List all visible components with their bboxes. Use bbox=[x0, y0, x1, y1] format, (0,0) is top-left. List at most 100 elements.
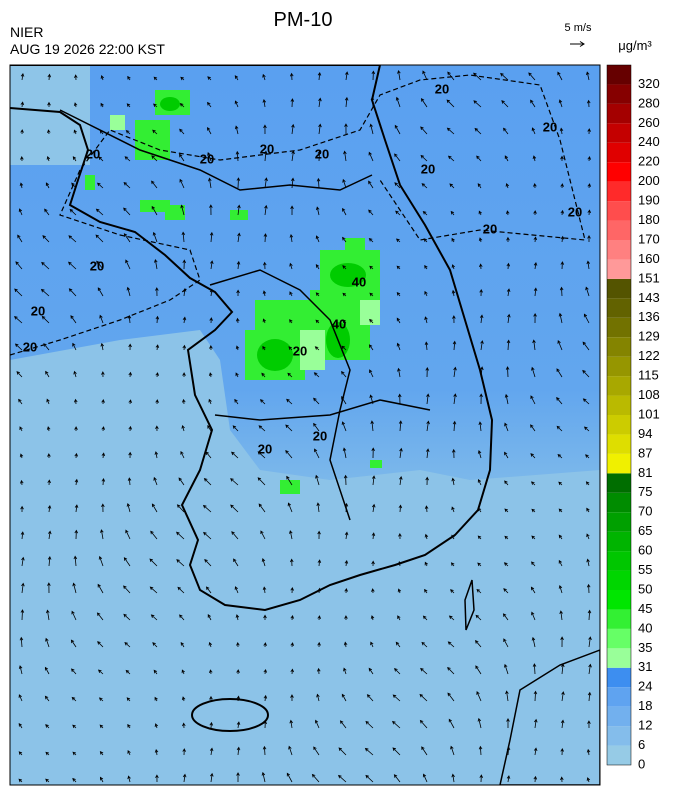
wind-arrow bbox=[368, 180, 374, 189]
wind-arrow bbox=[237, 204, 241, 216]
wind-arrow bbox=[342, 292, 347, 297]
wind-arrow bbox=[531, 127, 536, 135]
colorbar-label: 55 bbox=[638, 562, 652, 577]
wind-arrow bbox=[395, 641, 401, 648]
wind-arrow bbox=[397, 615, 401, 621]
wind-arrow bbox=[398, 420, 403, 432]
wind-arrow bbox=[506, 746, 511, 756]
wind-arrow bbox=[18, 751, 23, 756]
wind-arrow bbox=[480, 366, 484, 378]
wind-arrow bbox=[446, 127, 455, 135]
wind-arrow bbox=[15, 261, 23, 270]
colorbar-swatch bbox=[607, 434, 631, 454]
wind-arrow bbox=[153, 76, 158, 81]
wind-arrow bbox=[586, 260, 591, 270]
wind-arrow bbox=[344, 96, 349, 108]
contour-label: 20 bbox=[543, 119, 557, 134]
wind-arrow bbox=[315, 319, 320, 324]
map-frame bbox=[9, 64, 601, 786]
wind-arrow bbox=[583, 426, 590, 432]
wind-arrow bbox=[205, 451, 212, 459]
wind-arrow bbox=[208, 398, 212, 405]
wind-arrow bbox=[126, 502, 131, 513]
wind-arrow bbox=[528, 72, 536, 81]
colorbar-swatch bbox=[607, 162, 631, 182]
wind-arrow bbox=[426, 393, 430, 405]
wind-arrow bbox=[127, 723, 131, 729]
wind-arrow bbox=[46, 426, 51, 432]
wind-arrow bbox=[101, 477, 106, 486]
wind-arrow bbox=[559, 127, 564, 135]
colorbar-swatch bbox=[607, 745, 631, 765]
wind-arrow bbox=[182, 287, 187, 297]
wind-arrow bbox=[286, 398, 293, 405]
wind-arrow bbox=[72, 342, 77, 351]
colorbar-label: 12 bbox=[638, 718, 652, 733]
wind-arrow bbox=[99, 724, 104, 729]
wind-arrow bbox=[209, 695, 213, 702]
wind-arrow bbox=[97, 669, 104, 675]
wind-arrow bbox=[182, 773, 187, 783]
colorbar-swatch bbox=[607, 337, 631, 357]
colorbar-swatch bbox=[607, 531, 631, 552]
wind-arrow bbox=[369, 394, 374, 405]
wind-arrow bbox=[46, 155, 51, 162]
wind-arrow bbox=[285, 449, 293, 459]
wind-arrow bbox=[289, 72, 294, 81]
wind-arrow bbox=[368, 667, 374, 675]
wind-arrow bbox=[364, 747, 374, 756]
wind-arrow bbox=[101, 503, 105, 513]
wind-arrow bbox=[419, 693, 428, 702]
wind-arrow bbox=[368, 344, 374, 351]
wind-arrow bbox=[236, 746, 241, 756]
wind-arrow bbox=[398, 532, 402, 540]
wind-arrow bbox=[47, 73, 52, 81]
wind-arrow bbox=[290, 586, 294, 594]
colorbar-label: 24 bbox=[638, 679, 652, 694]
colorbar-swatch bbox=[607, 84, 631, 104]
colorbar-swatch bbox=[607, 648, 631, 668]
wind-arrow bbox=[182, 722, 186, 729]
wind-arrow bbox=[533, 183, 537, 189]
wind-arrow bbox=[123, 233, 131, 243]
wind-arrow bbox=[289, 530, 293, 540]
wind-arrow bbox=[425, 366, 430, 378]
wind-arrow bbox=[98, 156, 104, 162]
wind-arrow bbox=[560, 776, 564, 783]
wind-arrow bbox=[285, 424, 293, 432]
wind-arrow bbox=[582, 398, 590, 405]
wind-arrow bbox=[449, 183, 455, 189]
colorbar-swatch bbox=[607, 376, 631, 396]
colorbar-label: 190 bbox=[638, 193, 660, 208]
wind-arrow bbox=[46, 609, 50, 621]
wind-arrow bbox=[451, 506, 455, 513]
wind-arrow bbox=[290, 205, 294, 216]
wind-arrow bbox=[479, 263, 483, 270]
wind-arrow bbox=[533, 210, 537, 216]
wind-arrow bbox=[258, 503, 266, 513]
wind-arrow bbox=[477, 535, 482, 540]
wind-arrow bbox=[477, 507, 482, 513]
colorbar-label: 260 bbox=[638, 115, 660, 130]
wind-arrow bbox=[45, 751, 50, 756]
wind-arrow bbox=[263, 614, 267, 621]
wind-arrow bbox=[446, 99, 455, 108]
wind-arrow bbox=[179, 614, 185, 621]
wind-arrow bbox=[317, 150, 322, 162]
wind-arrow bbox=[289, 233, 294, 243]
wind-arrow bbox=[426, 420, 430, 432]
wind-arrow bbox=[208, 641, 213, 648]
wind-arrow bbox=[262, 318, 267, 324]
wind-arrow bbox=[128, 371, 133, 378]
wind-arrow bbox=[557, 339, 563, 351]
contour-label: 20 bbox=[483, 221, 497, 236]
wind-arrow bbox=[260, 530, 266, 540]
wind-arrow bbox=[19, 182, 24, 189]
wind-arrow bbox=[236, 177, 241, 189]
wind-arrow bbox=[366, 694, 374, 702]
wind-arrow bbox=[586, 99, 591, 108]
wind-arrow bbox=[98, 697, 104, 702]
wind-arrow bbox=[560, 719, 565, 729]
wind-arrow bbox=[20, 72, 25, 81]
colorbar-swatch bbox=[607, 492, 631, 513]
